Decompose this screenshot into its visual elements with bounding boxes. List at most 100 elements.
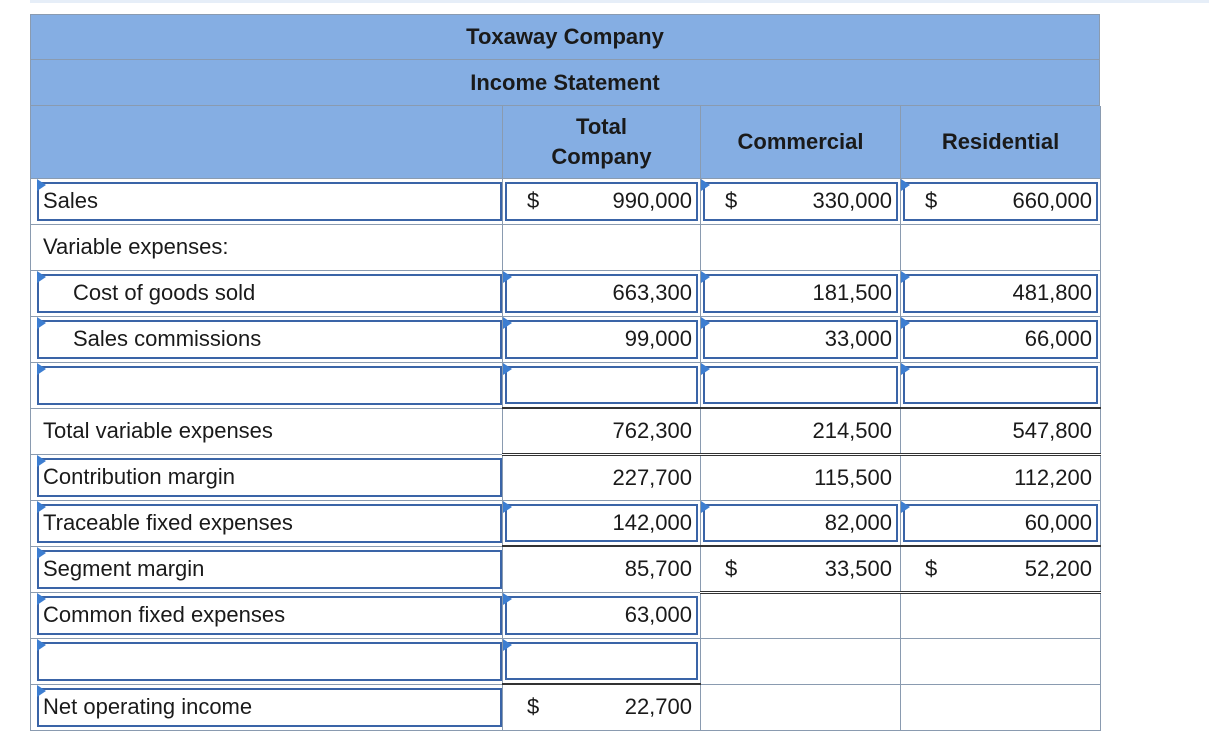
cell-value: 181,500 (812, 280, 892, 305)
cell-flag-icon (503, 592, 512, 605)
row-label: Contribution margin (43, 464, 235, 489)
column-header-residential: Residential (900, 106, 1101, 179)
segment-total: 85,700 (502, 545, 701, 593)
row-label: Total variable expenses (43, 418, 273, 443)
empty-cell (900, 683, 1101, 731)
column-header-total: Total Company (502, 106, 701, 179)
row-label: Common fixed expenses (43, 602, 286, 627)
cell-flag-icon (901, 270, 910, 283)
currency-symbol: $ (725, 555, 738, 581)
table-row: Sales commissions 99,000 33,000 66,000 (30, 315, 1101, 363)
table-row: Total variable expenses 762,300 214,500 … (30, 407, 1101, 455)
row-label-cell: Net operating income (30, 683, 503, 731)
cell-value: 990,000 (612, 188, 692, 213)
row-label: Sales commissions (73, 326, 262, 351)
cell-flag-icon (37, 454, 46, 467)
segment-residential: $52,200 (900, 545, 1101, 594)
table-row: Cost of goods sold 663,300 181,500 481,8… (30, 269, 1101, 317)
currency-symbol: $ (527, 188, 540, 213)
row-label: Segment margin (43, 556, 205, 581)
commissions-total-input[interactable]: 99,000 (502, 315, 701, 363)
table-row: Contribution margin 227,700 115,500 112,… (30, 452, 1101, 501)
row-label-cell: Total variable expenses (30, 407, 503, 455)
currency-symbol: $ (527, 694, 540, 720)
cell-value: 115,500 (814, 464, 892, 490)
row-label-cell: Cost of goods sold (30, 269, 503, 317)
currency-symbol: $ (925, 555, 938, 581)
column-header-blank (30, 106, 503, 179)
table-row: Net operating income $22,700 (30, 683, 1101, 731)
traceable-residential-input[interactable]: 60,000 (900, 499, 1101, 547)
cogs-residential-input[interactable]: 481,800 (900, 269, 1101, 317)
cell-value: 63,000 (624, 602, 692, 627)
commissions-commercial-input[interactable]: 33,000 (700, 315, 901, 363)
statement-table: Total Company Commercial Residential Sal… (30, 106, 1101, 731)
cell-flag-icon (37, 592, 46, 605)
empty-cell (700, 683, 901, 731)
cell-value: 762,300 (612, 417, 692, 443)
empty-total-input[interactable] (502, 361, 701, 409)
company-name: Toxaway Company (30, 14, 1100, 60)
cell-flag-icon (901, 178, 910, 191)
total-variable-residential: 547,800 (900, 407, 1101, 455)
common-total-input[interactable]: 63,000 (502, 591, 701, 639)
cell-value: 663,300 (612, 280, 692, 305)
cell-flag-icon (37, 638, 46, 651)
cell-flag-icon (701, 270, 710, 283)
table-row: Sales $990,000 $330,000 $660,000 (30, 177, 1101, 225)
contribution-residential: 112,200 (900, 452, 1101, 501)
contribution-total: 227,700 (502, 452, 701, 501)
cell-value: 33,000 (824, 326, 892, 351)
empty-total-input[interactable] (502, 637, 701, 685)
sales-residential-input[interactable]: $660,000 (900, 177, 1101, 225)
cell-flag-icon (503, 638, 512, 651)
cell-value: 214,500 (812, 417, 892, 443)
empty-cell (900, 223, 1101, 271)
cell-value: 60,000 (1024, 509, 1092, 535)
cogs-commercial-input[interactable]: 181,500 (700, 269, 901, 317)
cell-value: 547,800 (1012, 417, 1092, 443)
row-label-cell: Segment margin (30, 545, 503, 593)
cell-flag-icon (503, 316, 512, 329)
cell-value: 85,700 (624, 556, 692, 582)
cell-value: 22,700 (624, 694, 692, 720)
cell-value: 227,700 (612, 464, 692, 490)
table-row (30, 361, 1101, 409)
sales-commercial-input[interactable]: $330,000 (700, 177, 901, 225)
net-total: $22,700 (502, 683, 701, 731)
traceable-total-input[interactable]: 142,000 (502, 499, 701, 547)
cell-value: 33,500 (824, 555, 892, 581)
row-label-cell: Traceable fixed expenses (30, 499, 503, 547)
row-label-cell: Sales commissions (30, 315, 503, 363)
cell-value: 142,000 (612, 509, 692, 535)
cell-flag-icon (37, 270, 46, 283)
empty-commercial-input[interactable] (700, 361, 901, 409)
empty-cell (700, 637, 901, 685)
cell-value: 52,200 (1024, 555, 1092, 581)
empty-cell (700, 591, 901, 639)
top-divider (30, 0, 1209, 3)
row-label-cell: Common fixed expenses (30, 591, 503, 639)
cell-value: 66,000 (1024, 326, 1092, 351)
empty-residential-input[interactable] (900, 361, 1101, 409)
commissions-residential-input[interactable]: 66,000 (900, 315, 1101, 363)
row-label: Traceable fixed expenses (43, 510, 293, 535)
empty-label-input[interactable] (30, 361, 503, 409)
table-row: Common fixed expenses 63,000 (30, 591, 1101, 639)
cell-flag-icon (701, 500, 710, 513)
cell-value: 99,000 (624, 326, 692, 351)
cell-flag-icon (901, 316, 910, 329)
cell-flag-icon (701, 362, 710, 375)
cell-flag-icon (701, 316, 710, 329)
currency-symbol: $ (725, 188, 738, 213)
cell-value: 481,800 (1012, 280, 1092, 305)
contribution-commercial: 115,500 (700, 452, 901, 501)
empty-label-input[interactable] (30, 637, 503, 685)
row-label-cell: Variable expenses: (30, 223, 503, 271)
statement-title: Income Statement (30, 60, 1100, 106)
cell-flag-icon (37, 500, 46, 513)
sales-total-input[interactable]: $990,000 (502, 177, 701, 225)
traceable-commercial-input[interactable]: 82,000 (700, 499, 901, 547)
cogs-total-input[interactable]: 663,300 (502, 269, 701, 317)
cell-value: 330,000 (812, 188, 892, 213)
